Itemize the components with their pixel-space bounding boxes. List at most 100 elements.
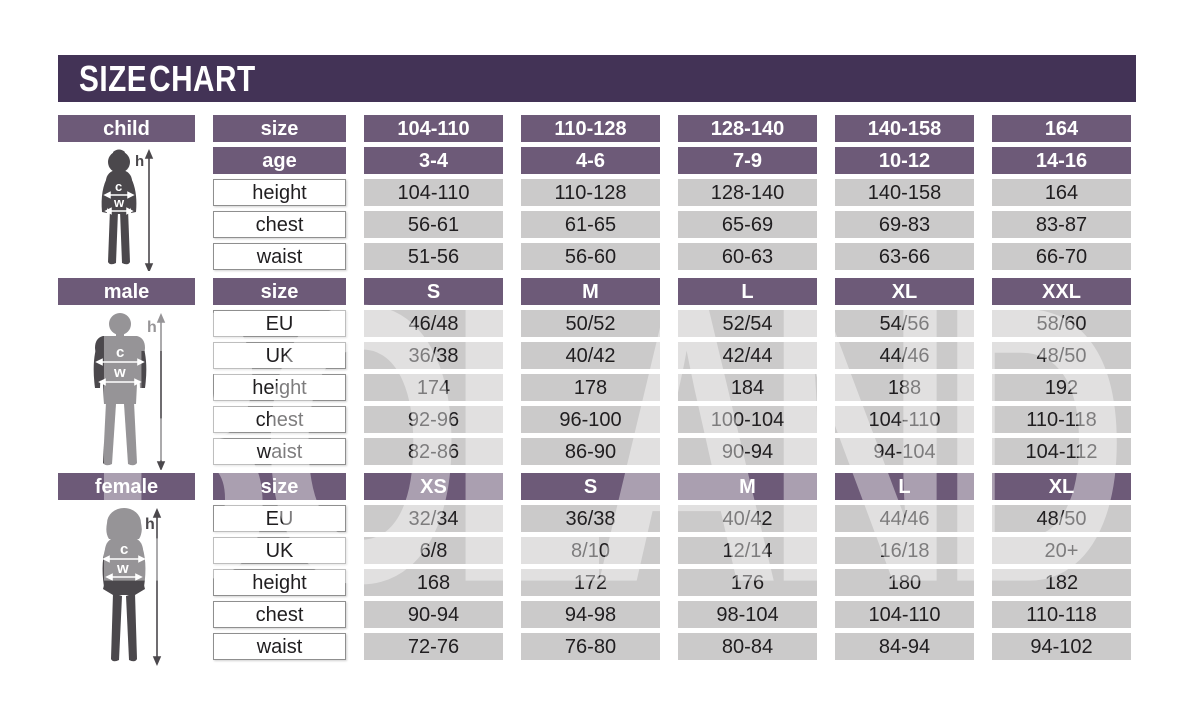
female-UK-cell: 16/18: [835, 537, 974, 564]
female-waist-cell: 94-102: [992, 633, 1131, 660]
child-chest-cell: 61-65: [521, 211, 660, 238]
chest-arrow: [94, 358, 145, 366]
child-age-cell: 7-9: [678, 147, 817, 174]
male-EU-cell: 46/48: [364, 310, 503, 337]
child-waist-cell: 51-56: [364, 243, 503, 270]
female-UK-cell: 20+: [992, 537, 1131, 564]
male-size-cell: S: [364, 278, 503, 305]
child-waist-cell: 66-70: [992, 243, 1131, 270]
female-chest-cell: 94-98: [521, 601, 660, 628]
male-height-cell: 188: [835, 374, 974, 401]
female-row-label-chest: chest: [213, 601, 346, 628]
height-label: h: [145, 516, 155, 533]
waist-label: w: [113, 195, 125, 210]
male-waist-cell: 94-104: [835, 438, 974, 465]
section-label-female: female: [58, 473, 195, 500]
male-UK-cell: 44/46: [835, 342, 974, 369]
child-age-cell: 3-4: [364, 147, 503, 174]
female-figure-icon: h c w: [101, 507, 161, 667]
child-height-cell: 110-128: [521, 179, 660, 206]
child-height-cell: 128-140: [678, 179, 817, 206]
female-chest-cell: 104-110: [835, 601, 974, 628]
female-waist-cell: 72-76: [364, 633, 503, 660]
female-EU-cell: 36/38: [521, 505, 660, 532]
child-chest-cell: 83-87: [992, 211, 1131, 238]
female-height-cell: 172: [521, 569, 660, 596]
title-bar: SIZE CHART: [58, 55, 1136, 102]
male-waist-cell: 86-90: [521, 438, 660, 465]
male-UK-cell: 36/38: [364, 342, 503, 369]
child-row-label-height: height: [213, 179, 346, 206]
female-height-cell: 168: [364, 569, 503, 596]
child-age-cell: 4-6: [521, 147, 660, 174]
female-UK-cell: 6/8: [364, 537, 503, 564]
male-figure-icon: h c w: [93, 312, 165, 470]
female-silhouette: h c w: [58, 505, 195, 667]
child-size-cell: 164: [992, 115, 1131, 142]
male-height-cell: 192: [992, 374, 1131, 401]
male-waist-cell: 104-112: [992, 438, 1131, 465]
waist-label: w: [113, 364, 126, 381]
male-waist-cell: 82-86: [364, 438, 503, 465]
waist-label: w: [116, 560, 129, 577]
male-UK-cell: 48/50: [992, 342, 1131, 369]
chest-label: c: [116, 344, 124, 361]
male-row-label-EU: EU: [213, 310, 346, 337]
child-size-cell: 104-110: [364, 115, 503, 142]
child-chest-cell: 65-69: [678, 211, 817, 238]
male-UK-cell: 40/42: [521, 342, 660, 369]
child-age-cell: 14-16: [992, 147, 1131, 174]
male-row-label-chest: chest: [213, 406, 346, 433]
waist-arrow: [97, 378, 142, 386]
male-chest-cell: 110-118: [992, 406, 1131, 433]
female-row-label-waist: waist: [213, 633, 346, 660]
male-EU-cell: 58/60: [992, 310, 1131, 337]
female-EU-cell: 32/34: [364, 505, 503, 532]
male-chest-cell: 100-104: [678, 406, 817, 433]
child-row-label-waist: waist: [213, 243, 346, 270]
male-height-cell: 174: [364, 374, 503, 401]
child-row-label-chest: chest: [213, 211, 346, 238]
child-section: child h: [58, 115, 1131, 271]
female-height-cell: 176: [678, 569, 817, 596]
male-waist-cell: 90-94: [678, 438, 817, 465]
chest-arrow: [101, 555, 146, 563]
child-waist-cell: 60-63: [678, 243, 817, 270]
male-row-label-size: size: [213, 278, 346, 305]
child-height-cell: 140-158: [835, 179, 974, 206]
female-EU-cell: 40/42: [678, 505, 817, 532]
waist-arrow: [103, 207, 134, 215]
female-waist-cell: 84-94: [835, 633, 974, 660]
male-row-label-UK: UK: [213, 342, 346, 369]
female-EU-cell: 48/50: [992, 505, 1131, 532]
female-chest-cell: 90-94: [364, 601, 503, 628]
female-section: female h: [58, 473, 1131, 667]
section-label-child: child: [58, 115, 195, 142]
female-waist-cell: 76-80: [521, 633, 660, 660]
male-size-cell: L: [678, 278, 817, 305]
female-EU-cell: 44/46: [835, 505, 974, 532]
male-size-cell: M: [521, 278, 660, 305]
female-height-cell: 180: [835, 569, 974, 596]
female-height-cell: 182: [992, 569, 1131, 596]
female-size-cell: S: [521, 473, 660, 500]
female-UK-cell: 8/10: [521, 537, 660, 564]
female-size-cell: XL: [992, 473, 1131, 500]
child-size-cell: 110-128: [521, 115, 660, 142]
child-size-cell: 140-158: [835, 115, 974, 142]
height-label: h: [147, 319, 157, 336]
child-chest-cell: 69-83: [835, 211, 974, 238]
child-size-cell: 128-140: [678, 115, 817, 142]
male-size-cell: XL: [835, 278, 974, 305]
female-waist-cell: 80-84: [678, 633, 817, 660]
female-size-cell: M: [678, 473, 817, 500]
child-height-cell: 104-110: [364, 179, 503, 206]
male-height-cell: 178: [521, 374, 660, 401]
male-height-cell: 184: [678, 374, 817, 401]
child-waist-cell: 63-66: [835, 243, 974, 270]
male-row-label-waist: waist: [213, 438, 346, 465]
male-row-label-height: height: [213, 374, 346, 401]
male-EU-cell: 54/56: [835, 310, 974, 337]
male-EU-cell: 50/52: [521, 310, 660, 337]
male-silhouette: h c w: [58, 310, 195, 470]
